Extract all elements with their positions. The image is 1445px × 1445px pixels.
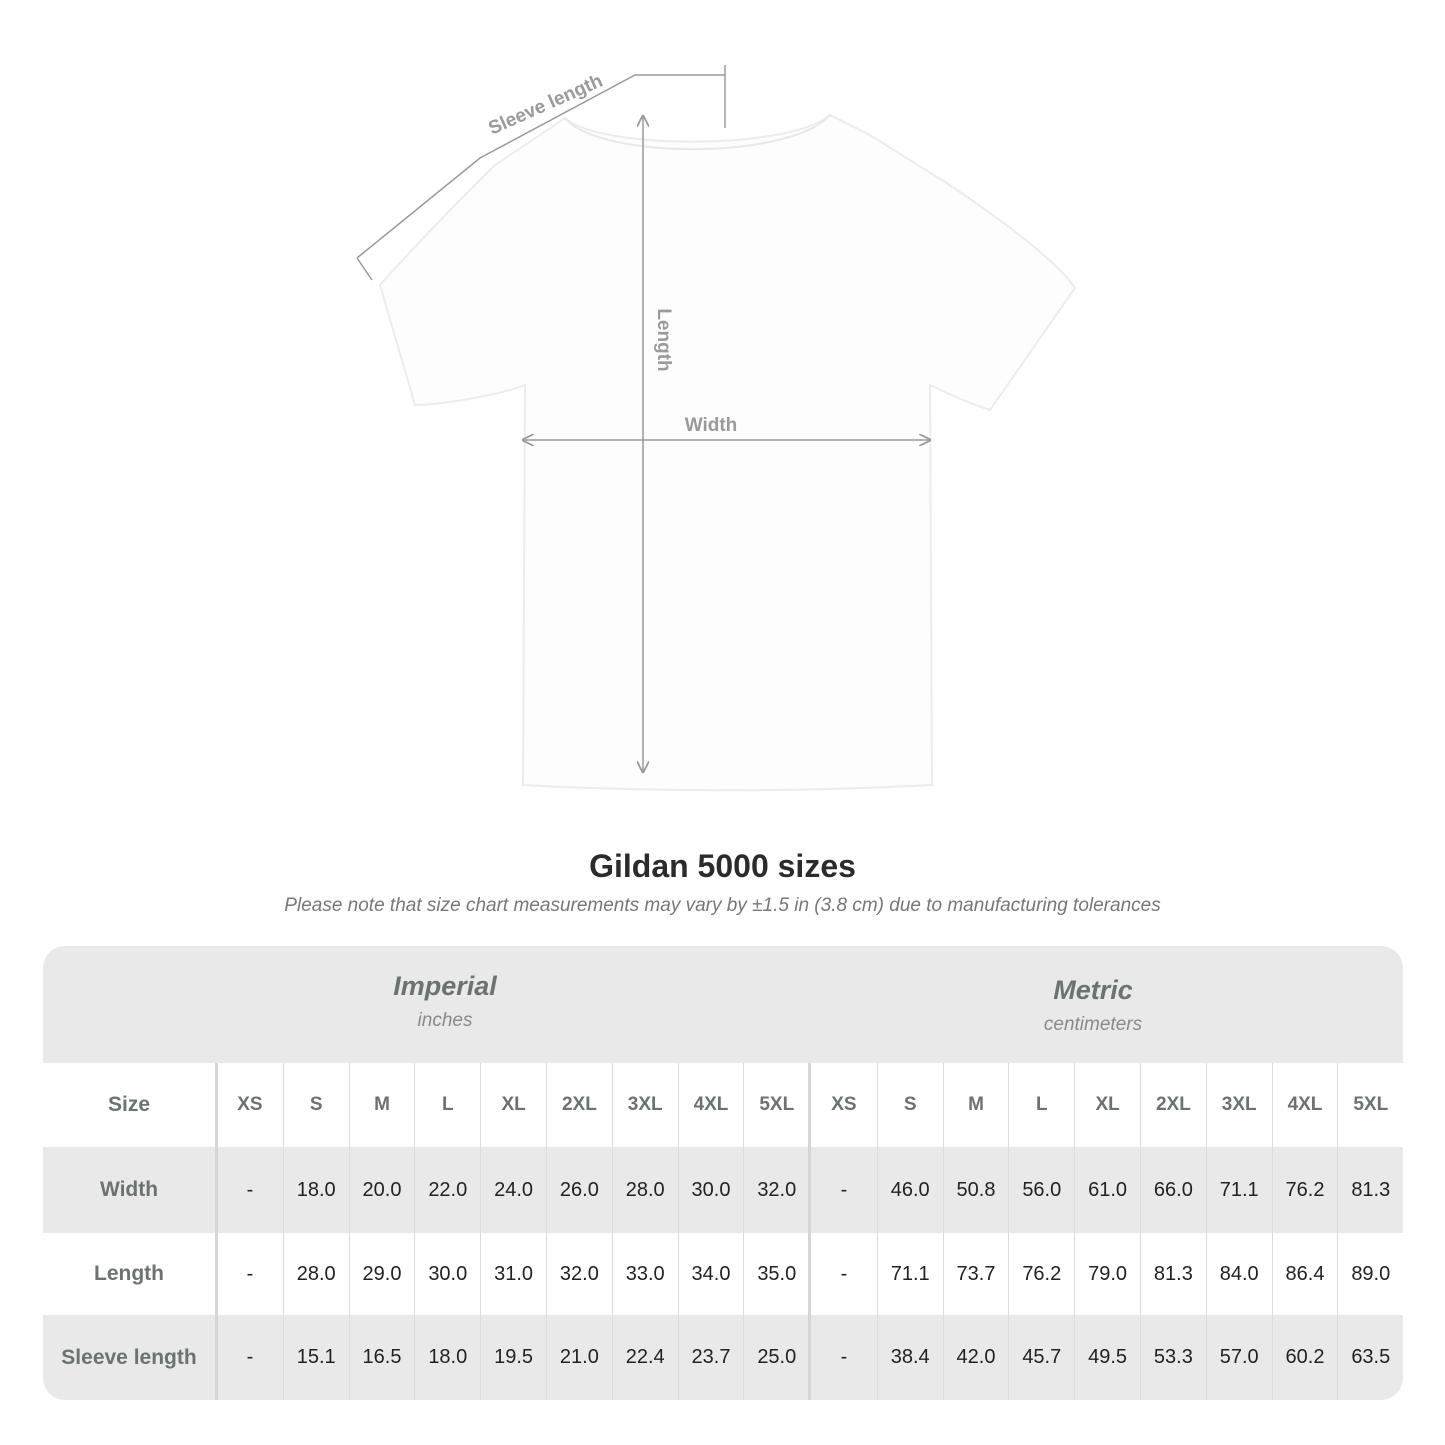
size-header-cell: XL bbox=[480, 1063, 546, 1147]
tshirt-shape bbox=[378, 113, 1077, 792]
table-cell: 63.5 bbox=[1337, 1315, 1403, 1400]
column-divider bbox=[808, 1063, 811, 1400]
metric-title: Metric bbox=[1053, 975, 1133, 1005]
table-cell: - bbox=[246, 1262, 254, 1285]
size-header-cell: L bbox=[414, 1063, 480, 1147]
size-header-cell: XL bbox=[1074, 1063, 1140, 1147]
width-label: Width bbox=[685, 415, 738, 436]
table-cell: 28.0 bbox=[282, 1233, 349, 1315]
table-cell: 81.3 bbox=[1337, 1147, 1403, 1233]
row-label: Sleeve length bbox=[61, 1345, 197, 1369]
size-table: Imperial inches Metric centimeters Size X… bbox=[43, 946, 1403, 1400]
table-cell: - bbox=[246, 1178, 254, 1201]
imperial-header: Imperial inches bbox=[215, 971, 675, 1032]
table-cell: 23.7 bbox=[677, 1315, 744, 1400]
table-cell: 15.1 bbox=[282, 1315, 349, 1400]
table-cell: 32.0 bbox=[546, 1233, 612, 1315]
table-cell: 28.0 bbox=[611, 1147, 678, 1233]
table-cell: 89.0 bbox=[1337, 1233, 1403, 1315]
table-row: Length - 28.0 29.0 30.0 31.0 32.0 33.0 34.0 35.0 -… bbox=[43, 1233, 1403, 1315]
imperial-unit: inches bbox=[417, 1010, 473, 1031]
size-header-cell: S bbox=[876, 1063, 943, 1147]
metric-header: Metric centimeters bbox=[863, 975, 1323, 1036]
table-cell: 60.2 bbox=[1271, 1315, 1338, 1400]
size-header-cell: XS bbox=[237, 1094, 263, 1115]
table-cell: 20.0 bbox=[348, 1147, 415, 1233]
table-cell: 26.0 bbox=[546, 1147, 612, 1233]
table-cell: 76.2 bbox=[1271, 1147, 1338, 1233]
table-cell: 76.2 bbox=[1008, 1233, 1074, 1315]
table-cell: 24.0 bbox=[480, 1147, 546, 1233]
size-header-cell: 4XL bbox=[677, 1063, 744, 1147]
table-cell: 18.0 bbox=[414, 1315, 480, 1400]
table-cell: 53.3 bbox=[1140, 1315, 1206, 1400]
table-cell: 49.5 bbox=[1074, 1315, 1140, 1400]
table-row: Width - 18.0 20.0 22.0 24.0 26.0 28.0 30.0 32.0 - 4… bbox=[43, 1147, 1403, 1233]
table-cell: 34.0 bbox=[677, 1233, 744, 1315]
table-cell: 22.0 bbox=[414, 1147, 480, 1233]
table-cell: - bbox=[246, 1346, 254, 1368]
size-row: Size XS S M L XL 2XL 3XL 4XL 5XL XS S M L XL 2XL 3XL 4XL 5… bbox=[43, 1063, 1403, 1147]
size-header-cell: 5XL bbox=[743, 1063, 809, 1147]
size-header-cell: 5XL bbox=[1337, 1063, 1403, 1147]
table-cell: 73.7 bbox=[942, 1233, 1009, 1315]
table-cell: 19.5 bbox=[480, 1315, 546, 1400]
table-cell: 21.0 bbox=[546, 1315, 612, 1400]
size-header-cell: L bbox=[1008, 1063, 1074, 1147]
imperial-title: Imperial bbox=[393, 971, 497, 1001]
row-label: Width bbox=[99, 1178, 159, 1201]
table-cell: 30.0 bbox=[414, 1233, 480, 1315]
table-row: Sleeve length - 15.1 16.5 18.0 19.5 21.0 22.4 23… bbox=[43, 1315, 1403, 1400]
table-cell: 32.0 bbox=[743, 1147, 809, 1233]
tolerance-note: Please note that size chart measurements… bbox=[284, 895, 1161, 916]
table-cell: 46.0 bbox=[876, 1147, 943, 1233]
table-cell: 57.0 bbox=[1205, 1315, 1272, 1400]
row-label: Length bbox=[94, 1262, 164, 1285]
table-cell: 84.0 bbox=[1205, 1233, 1272, 1315]
table-cell: 79.0 bbox=[1074, 1233, 1140, 1315]
chart-title: Gildan 5000 sizes bbox=[589, 848, 856, 884]
table-cell: 31.0 bbox=[480, 1233, 546, 1315]
size-header-cell: 2XL bbox=[1140, 1063, 1206, 1147]
size-header-cell: 4XL bbox=[1271, 1063, 1338, 1147]
length-label: Length bbox=[653, 308, 674, 371]
table-cell: 81.3 bbox=[1140, 1233, 1206, 1315]
table-cell: 71.1 bbox=[1205, 1147, 1272, 1233]
table-cell: - bbox=[840, 1346, 848, 1368]
table-cell: 86.4 bbox=[1271, 1233, 1338, 1315]
table-cell: 66.0 bbox=[1140, 1147, 1206, 1233]
table-cell: 56.0 bbox=[1008, 1147, 1074, 1233]
size-header-cell: 2XL bbox=[546, 1063, 612, 1147]
table-cell: 35.0 bbox=[743, 1233, 809, 1315]
table-cell: 33.0 bbox=[611, 1233, 678, 1315]
size-header-cell: M bbox=[942, 1063, 1009, 1147]
table-cell: 29.0 bbox=[348, 1233, 415, 1315]
table-cell: 25.0 bbox=[743, 1315, 809, 1400]
size-header-cell: XS bbox=[831, 1094, 857, 1115]
table-cell: 45.7 bbox=[1008, 1315, 1074, 1400]
table-cell: 30.0 bbox=[677, 1147, 744, 1233]
table-cell: - bbox=[840, 1262, 848, 1285]
row-label: Size bbox=[107, 1093, 151, 1116]
table-cell: 61.0 bbox=[1074, 1147, 1140, 1233]
size-header-cell: 3XL bbox=[1205, 1063, 1272, 1147]
table-cell: 42.0 bbox=[942, 1315, 1009, 1400]
table-header: Imperial inches Metric centimeters bbox=[43, 946, 1403, 1063]
table-cell: 22.4 bbox=[611, 1315, 678, 1400]
table-cell: 71.1 bbox=[876, 1233, 943, 1315]
tshirt-diagram: Sleeve length Length Width bbox=[356, 65, 1077, 792]
table-cell: 16.5 bbox=[348, 1315, 415, 1400]
table-cell: 18.0 bbox=[282, 1147, 349, 1233]
table-cell: 50.8 bbox=[942, 1147, 1009, 1233]
size-header-cell: M bbox=[348, 1063, 415, 1147]
table-cell: - bbox=[840, 1178, 848, 1201]
metric-unit: centimeters bbox=[1043, 1014, 1143, 1035]
size-header-cell: S bbox=[282, 1063, 349, 1147]
table-cell: 38.4 bbox=[876, 1315, 943, 1400]
size-header-cell: 3XL bbox=[611, 1063, 678, 1147]
column-divider bbox=[215, 1063, 218, 1400]
sleeve-length-line bbox=[356, 74, 725, 259]
